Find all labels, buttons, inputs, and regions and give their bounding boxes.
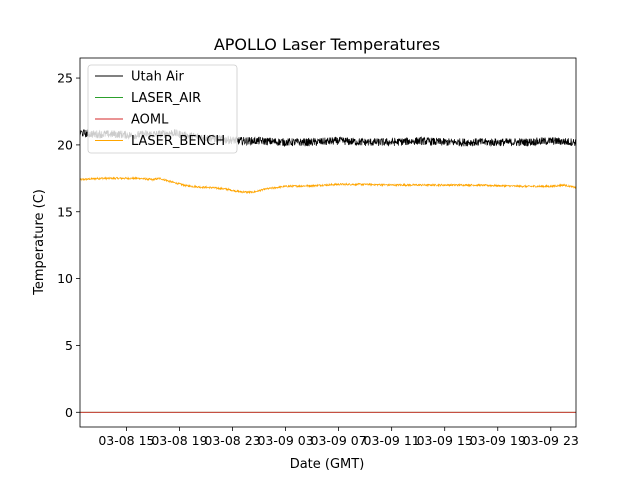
- x-tick-label: 03-09 07: [311, 433, 367, 448]
- plot-frame: [79, 57, 577, 428]
- x-tick-label: 03-09 19: [470, 433, 526, 448]
- x-tick-label: 03-09 11: [364, 433, 420, 448]
- series-line-laser-bench: [80, 176, 576, 195]
- legend-label: AOML: [131, 113, 169, 128]
- x-tick-label: 03-08 23: [204, 433, 260, 448]
- legend: Utah Air LASER_AIR AOML LASER_BENCH: [87, 64, 238, 154]
- legend-label: Utah Air: [131, 70, 184, 85]
- x-tick-label: 03-09 15: [417, 433, 473, 448]
- legend-box: [87, 64, 238, 154]
- legend-label: LASER_AIR: [131, 91, 201, 106]
- y-tick-label: 20: [57, 137, 73, 152]
- x-tick-label: 03-08 19: [151, 433, 207, 448]
- x-tick-label: 03-09 03: [257, 433, 313, 448]
- y-tick-label: 15: [57, 204, 73, 219]
- y-tick-label: 0: [65, 405, 73, 420]
- legend-label: LASER_BENCH: [131, 134, 225, 149]
- chart-title: APOLLO Laser Temperatures: [214, 35, 440, 54]
- y-tick-label: 25: [57, 71, 73, 86]
- y-tick-label: 10: [57, 271, 73, 286]
- y-tick-label: 5: [65, 338, 73, 353]
- x-tick-label: 03-09 23: [523, 433, 579, 448]
- x-axis-label: Date (GMT): [290, 457, 365, 472]
- x-tick-label: 03-08 15: [98, 433, 154, 448]
- y-axis-label: Temperature (C): [32, 189, 47, 296]
